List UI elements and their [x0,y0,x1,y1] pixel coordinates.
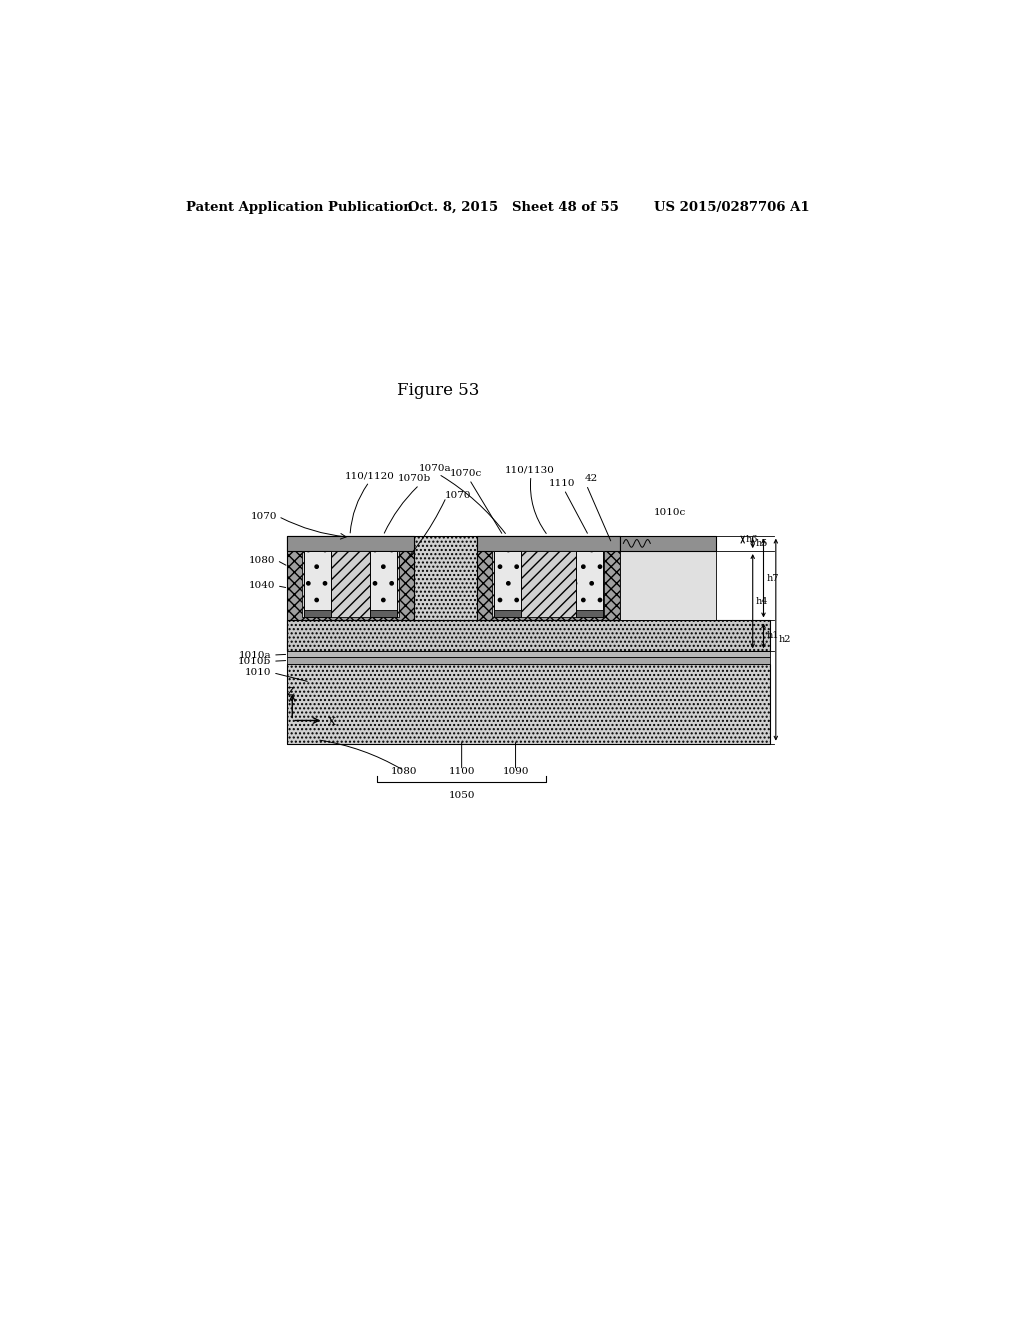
Text: 1070: 1070 [250,512,276,521]
Text: US 2015/0287706 A1: US 2015/0287706 A1 [654,201,810,214]
Text: 1010b: 1010b [239,657,271,665]
Text: 1070a: 1070a [419,463,451,473]
Bar [304,552,331,616]
Bar [494,610,521,616]
Text: X: X [328,717,336,727]
Text: 42: 42 [585,474,598,483]
Bar [287,657,770,664]
Bar [575,610,602,616]
Bar [304,610,331,616]
Bar [575,552,602,616]
Text: h2: h2 [779,635,792,644]
Text: 1100: 1100 [449,767,475,776]
Text: 1070b: 1070b [397,474,430,483]
Bar [477,536,620,552]
Text: Patent Application Publication: Patent Application Publication [186,201,413,214]
Bar [302,552,398,616]
Text: 1010a: 1010a [239,651,271,660]
Bar [287,664,770,743]
Bar [287,536,414,620]
Text: 1080: 1080 [249,556,275,565]
Text: 110/1120: 110/1120 [344,471,394,480]
Bar [620,552,716,620]
Text: 1070: 1070 [444,491,471,500]
Text: 110/1130: 110/1130 [505,465,554,474]
Text: 1110: 1110 [549,479,575,488]
Bar [287,620,770,651]
Text: Z: Z [287,686,295,697]
Text: 1090: 1090 [503,767,528,776]
Text: h1: h1 [767,631,779,640]
Text: 1040: 1040 [249,581,275,590]
Bar [493,552,604,616]
Text: 1080: 1080 [391,767,417,776]
Text: Figure 53: Figure 53 [397,381,480,399]
Bar [287,620,716,651]
Bar [287,651,770,657]
Bar [620,536,716,552]
Text: 1050: 1050 [449,792,475,800]
Text: 1010c: 1010c [654,508,686,517]
Bar [287,536,414,552]
Text: h7: h7 [767,574,779,582]
Bar [494,552,521,616]
Bar [370,610,397,616]
Text: 1070c: 1070c [450,469,481,478]
Bar [414,536,477,620]
Text: Oct. 8, 2015   Sheet 48 of 55: Oct. 8, 2015 Sheet 48 of 55 [408,201,618,214]
Text: h6: h6 [745,535,758,544]
Text: h4: h4 [756,597,768,606]
Bar [477,536,620,620]
Text: h5: h5 [756,539,768,548]
Bar [370,552,397,616]
Text: 1010: 1010 [245,668,271,677]
